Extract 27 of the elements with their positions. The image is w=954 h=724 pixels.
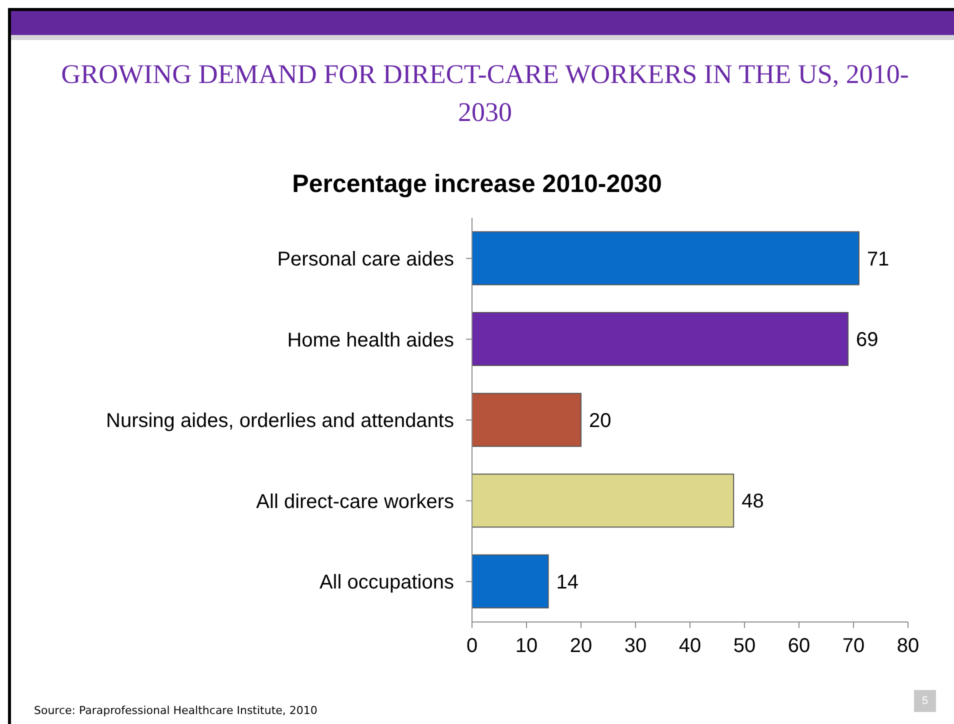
x-tick-label: 0	[466, 635, 478, 658]
x-tick-label: 40	[678, 635, 702, 658]
y-tick-label: Personal care aides	[277, 248, 454, 270]
chart-title: GROWING DEMAND FOR DIRECT-CARE WORKERS IN THE US, 2010-2030	[60, 58, 910, 129]
y-tick-label: Home health aides	[287, 329, 454, 352]
data-label: 69	[856, 329, 878, 352]
chart-subtitle: Percentage increase 2010-2030	[291, 170, 663, 199]
data-label: 71	[866, 248, 890, 270]
x-tick-label: 30	[624, 635, 647, 658]
y-tick-label: All occupations	[319, 572, 454, 594]
bar	[472, 392, 582, 447]
data-label: 48	[742, 490, 764, 513]
source-note: Source: Paraprofessional Healthcare Institute, 2010	[34, 704, 318, 717]
bar	[472, 312, 849, 366]
x-tick-label: 60	[788, 635, 810, 658]
x-tick-label: 10	[515, 635, 538, 658]
x-tick-label: 70	[842, 635, 865, 658]
x-tick-label: 50	[733, 635, 756, 658]
bar	[472, 554, 549, 608]
bar	[472, 474, 734, 528]
data-label: 14	[556, 572, 579, 594]
x-tick-label: 20	[570, 635, 592, 658]
bar	[472, 231, 860, 286]
data-label: 20	[589, 410, 612, 432]
y-tick-label: All direct-care workers	[256, 490, 454, 513]
y-tick-label: Nursing aides, orderlies and attendants	[106, 410, 454, 432]
x-tick-label: 80	[896, 635, 920, 658]
